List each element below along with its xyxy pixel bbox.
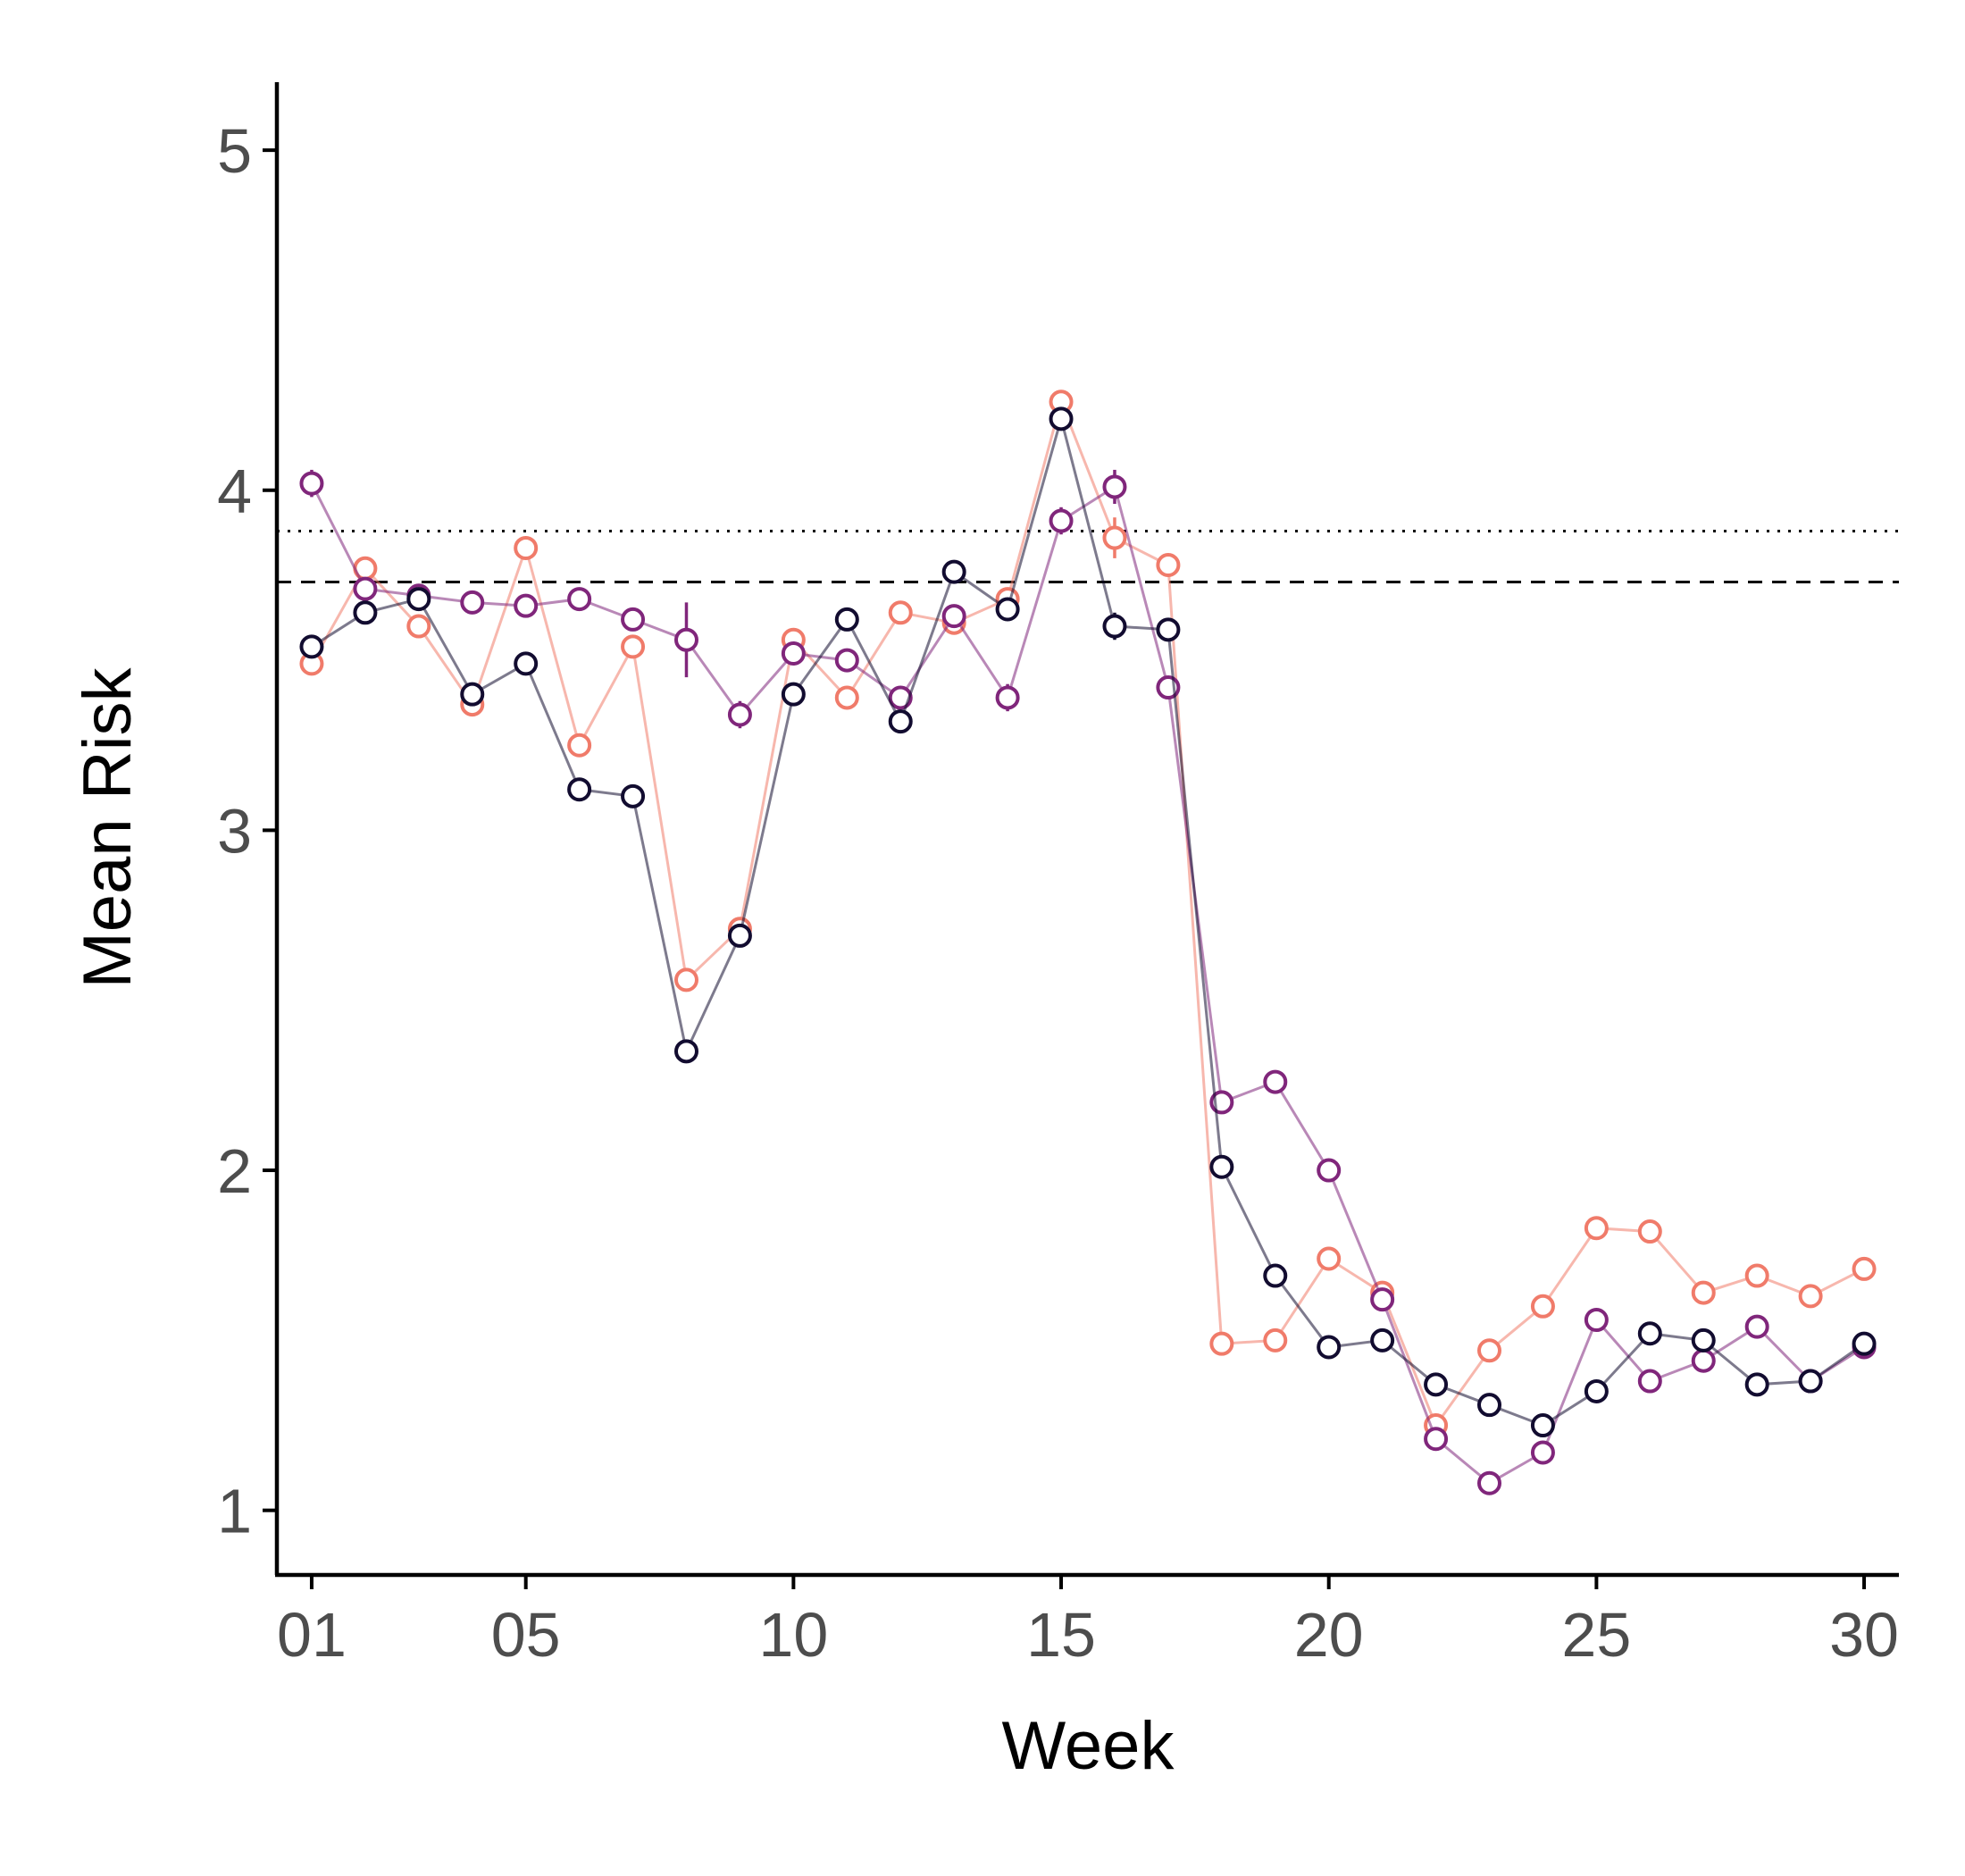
data-point bbox=[1211, 1334, 1232, 1354]
data-point bbox=[1265, 1266, 1285, 1286]
data-point bbox=[569, 779, 590, 800]
data-point bbox=[1693, 1283, 1714, 1303]
data-point bbox=[1586, 1381, 1607, 1402]
x-tick-label: 20 bbox=[1294, 1600, 1364, 1670]
data-point bbox=[1693, 1330, 1714, 1351]
data-point bbox=[1854, 1259, 1875, 1279]
data-point bbox=[1533, 1442, 1553, 1462]
data-point bbox=[944, 562, 965, 582]
data-point bbox=[301, 636, 322, 657]
data-point bbox=[1372, 1330, 1392, 1351]
data-point bbox=[1318, 1249, 1339, 1269]
data-point bbox=[998, 687, 1018, 708]
series-line bbox=[312, 402, 1864, 1426]
data-point bbox=[1747, 1374, 1768, 1394]
data-point bbox=[676, 630, 697, 650]
data-point bbox=[837, 609, 857, 630]
data-point bbox=[515, 596, 536, 616]
data-point bbox=[730, 704, 750, 724]
data-point bbox=[1265, 1330, 1285, 1351]
data-point bbox=[676, 1041, 697, 1061]
data-point bbox=[1479, 1340, 1500, 1361]
data-point bbox=[1479, 1473, 1500, 1494]
data-point bbox=[1747, 1317, 1768, 1337]
data-point bbox=[1801, 1286, 1821, 1306]
data-point bbox=[569, 735, 590, 756]
data-point bbox=[623, 609, 643, 630]
data-point bbox=[462, 684, 482, 705]
data-point bbox=[355, 602, 375, 623]
data-point bbox=[408, 616, 429, 637]
data-point bbox=[1479, 1394, 1500, 1415]
data-point bbox=[301, 473, 322, 494]
x-tick-label: 05 bbox=[491, 1600, 561, 1670]
y-tick-label: 1 bbox=[217, 1477, 252, 1546]
data-point bbox=[515, 538, 536, 558]
x-tick-label: 15 bbox=[1026, 1600, 1096, 1670]
data-point bbox=[1158, 619, 1178, 640]
data-point bbox=[1533, 1296, 1553, 1317]
data-point bbox=[1051, 511, 1072, 532]
x-axis-ticks: 01 05 10 15 20 25 30 bbox=[277, 1575, 1899, 1670]
data-point bbox=[1372, 1289, 1392, 1310]
data-point bbox=[1051, 408, 1072, 429]
data-point bbox=[623, 636, 643, 657]
data-point bbox=[730, 925, 750, 946]
data-point bbox=[1318, 1336, 1339, 1357]
y-tick-label: 4 bbox=[217, 456, 252, 526]
data-point bbox=[1640, 1323, 1660, 1344]
data-point bbox=[783, 684, 804, 705]
data-point bbox=[998, 599, 1018, 619]
y-tick-label: 3 bbox=[217, 796, 252, 866]
data-point bbox=[1854, 1334, 1875, 1354]
data-point bbox=[891, 711, 911, 732]
data-point bbox=[515, 653, 536, 674]
data-point bbox=[569, 589, 590, 609]
x-tick-label: 01 bbox=[277, 1600, 347, 1670]
data-point bbox=[1693, 1351, 1714, 1371]
x-tick-label: 10 bbox=[758, 1600, 828, 1670]
data-point bbox=[408, 589, 429, 609]
data-point bbox=[1211, 1157, 1232, 1177]
data-point bbox=[837, 687, 857, 708]
data-point bbox=[891, 602, 911, 623]
data-point bbox=[1104, 528, 1125, 549]
data-point bbox=[1104, 616, 1125, 637]
data-point bbox=[1426, 1374, 1446, 1394]
x-tick-label: 30 bbox=[1829, 1600, 1899, 1670]
data-point bbox=[1586, 1218, 1607, 1238]
series-3 bbox=[301, 408, 1874, 1436]
x-tick-label: 25 bbox=[1561, 1600, 1631, 1670]
series-line bbox=[312, 419, 1864, 1426]
data-point bbox=[623, 786, 643, 807]
data-point bbox=[944, 606, 965, 626]
data-point bbox=[1747, 1266, 1768, 1286]
data-point bbox=[1318, 1160, 1339, 1181]
y-tick-label: 2 bbox=[217, 1136, 252, 1206]
data-point bbox=[1640, 1221, 1660, 1242]
data-point bbox=[1265, 1072, 1285, 1093]
data-point bbox=[1158, 555, 1178, 575]
data-point bbox=[1586, 1310, 1607, 1330]
data-point bbox=[1640, 1371, 1660, 1392]
y-axis-ticks: 1 2 3 4 5 bbox=[217, 116, 277, 1546]
data-point bbox=[462, 592, 482, 613]
data-point bbox=[1426, 1428, 1446, 1449]
data-point bbox=[355, 579, 375, 599]
series-line bbox=[312, 483, 1864, 1483]
data-point bbox=[1801, 1371, 1821, 1392]
y-tick-label: 5 bbox=[217, 116, 252, 186]
series-1 bbox=[301, 391, 1874, 1436]
data-point bbox=[1533, 1415, 1553, 1436]
data-point bbox=[1104, 476, 1125, 497]
data-point bbox=[783, 643, 804, 664]
series-layer bbox=[301, 391, 1874, 1493]
y-axis-title: Mean Risk bbox=[70, 667, 146, 989]
data-point bbox=[676, 969, 697, 990]
data-point bbox=[837, 650, 857, 671]
series-2 bbox=[301, 470, 1874, 1494]
x-axis-title: Week bbox=[1002, 1708, 1175, 1784]
